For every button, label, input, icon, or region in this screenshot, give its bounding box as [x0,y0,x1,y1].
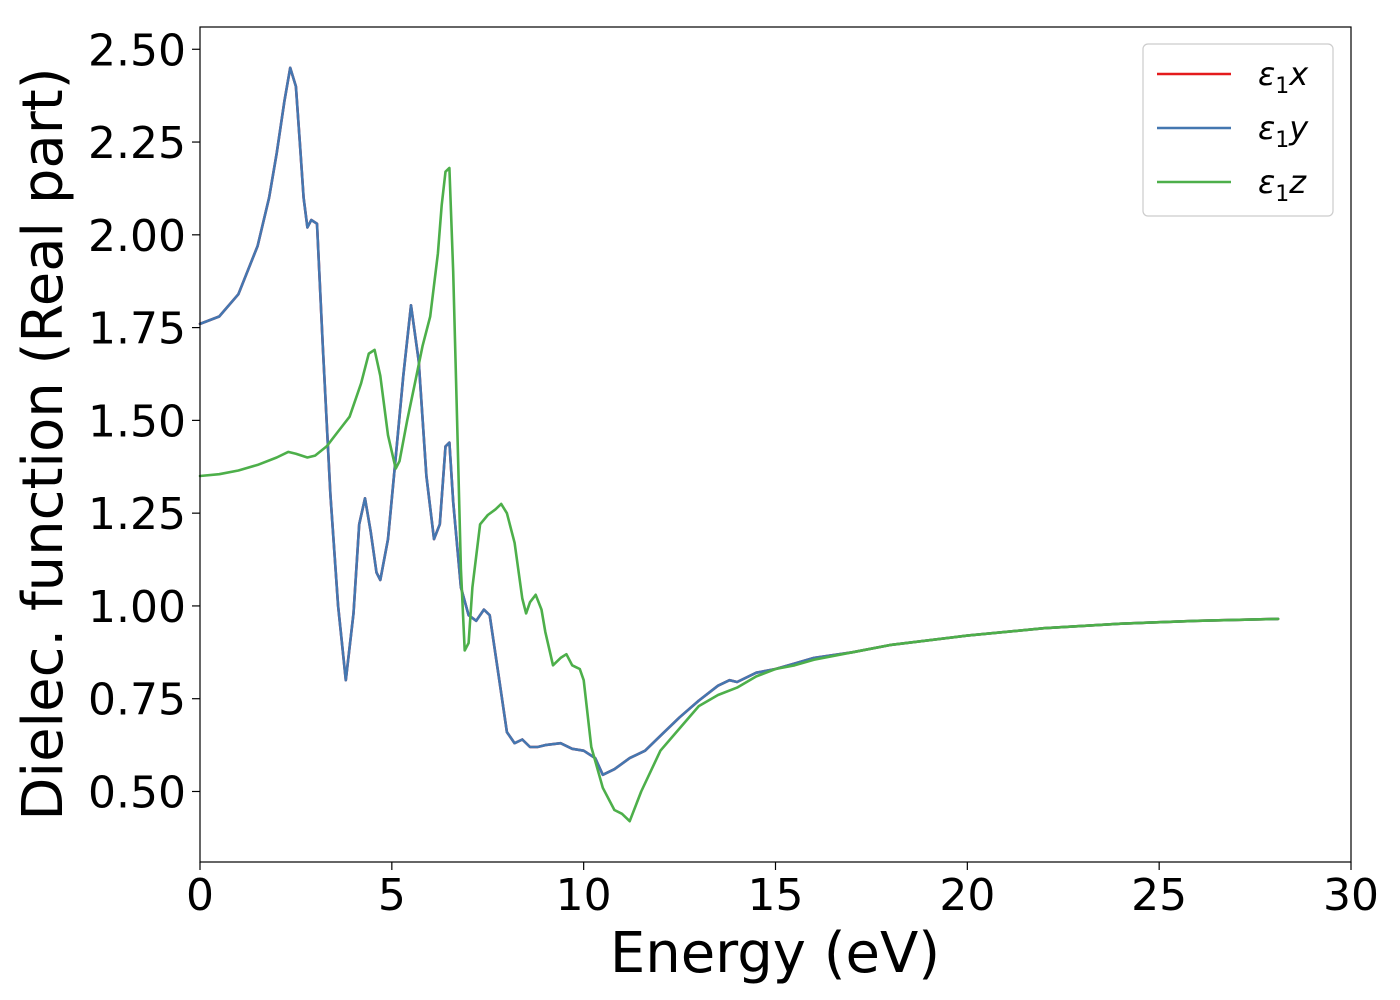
y-tick-label: 1.00 [88,582,186,633]
x-tick-label: 10 [556,870,612,921]
y-tick-label: 2.25 [88,118,186,169]
x-axis-ticks: 0 5 10 15 20 25 30 [186,862,1379,921]
x-axis-title: Energy (eV) [610,921,940,986]
y-tick-label: 0.75 [88,675,186,726]
y-axis-ticks: 0.50 0.75 1.00 1.25 1.50 1.75 2.00 2.25 2.50 [88,25,200,818]
y-tick-label: 1.25 [88,489,186,540]
series-line-2-z [198,166,1280,823]
x-tick-label: 25 [1131,870,1187,921]
legend-label-y: ε1y [1258,109,1309,153]
legend: ε1x ε1y ε1z [1142,43,1334,217]
x-tick-label: 0 [186,870,214,921]
y-tick-label: 0.50 [88,767,186,818]
legend-label-x: ε1x [1258,55,1309,99]
x-tick-label: 15 [748,870,804,921]
legend-frame [1142,43,1334,217]
y-axis-title: Dielec. function (Real part) [11,67,76,820]
x-tick-label: 5 [378,870,406,921]
series-layer [198,66,1280,823]
legend-label-z: ε1z [1258,163,1307,207]
y-tick-label: 1.75 [88,304,186,355]
x-tick-label: 20 [939,870,995,921]
y-tick-label: 2.50 [88,25,186,76]
y-tick-label: 2.00 [88,211,186,262]
y-tick-label: 1.50 [88,396,186,447]
series-line-1-y [198,66,1280,777]
x-tick-label: 30 [1323,870,1379,921]
